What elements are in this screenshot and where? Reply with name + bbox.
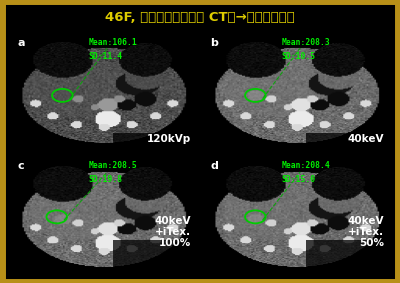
Text: SD:10.5: SD:10.5 [282,52,316,61]
Text: b: b [210,38,218,48]
Text: Mean:208.4: Mean:208.4 [282,161,330,170]
Text: c: c [18,161,24,171]
Text: 40keV
+iTex.
50%: 40keV +iTex. 50% [348,216,384,248]
Bar [113,241,197,276]
Text: d: d [210,161,218,171]
Text: 40keV: 40keV [348,134,384,144]
Text: 40keV
+iTex.
100%: 40keV +iTex. 100% [155,216,191,248]
Text: 120kVp: 120kVp [147,134,191,144]
Text: SD:15.0: SD:15.0 [282,175,316,185]
Text: SD:19.8: SD:19.8 [88,175,123,185]
Text: SD:11.4: SD:11.4 [88,52,123,61]
Text: Mean:208.3: Mean:208.3 [282,38,330,46]
Text: Mean:106.1: Mean:106.1 [88,38,137,46]
Bar [306,241,390,276]
Text: Mean:208.5: Mean:208.5 [88,161,137,170]
Bar [306,133,390,152]
Text: 46F, 肝腫瘍精査（造影 CT）→肝血管腫疑い: 46F, 肝腫瘍精査（造影 CT）→肝血管腫疑い [105,11,295,24]
Text: a: a [18,38,25,48]
Bar [113,133,197,152]
